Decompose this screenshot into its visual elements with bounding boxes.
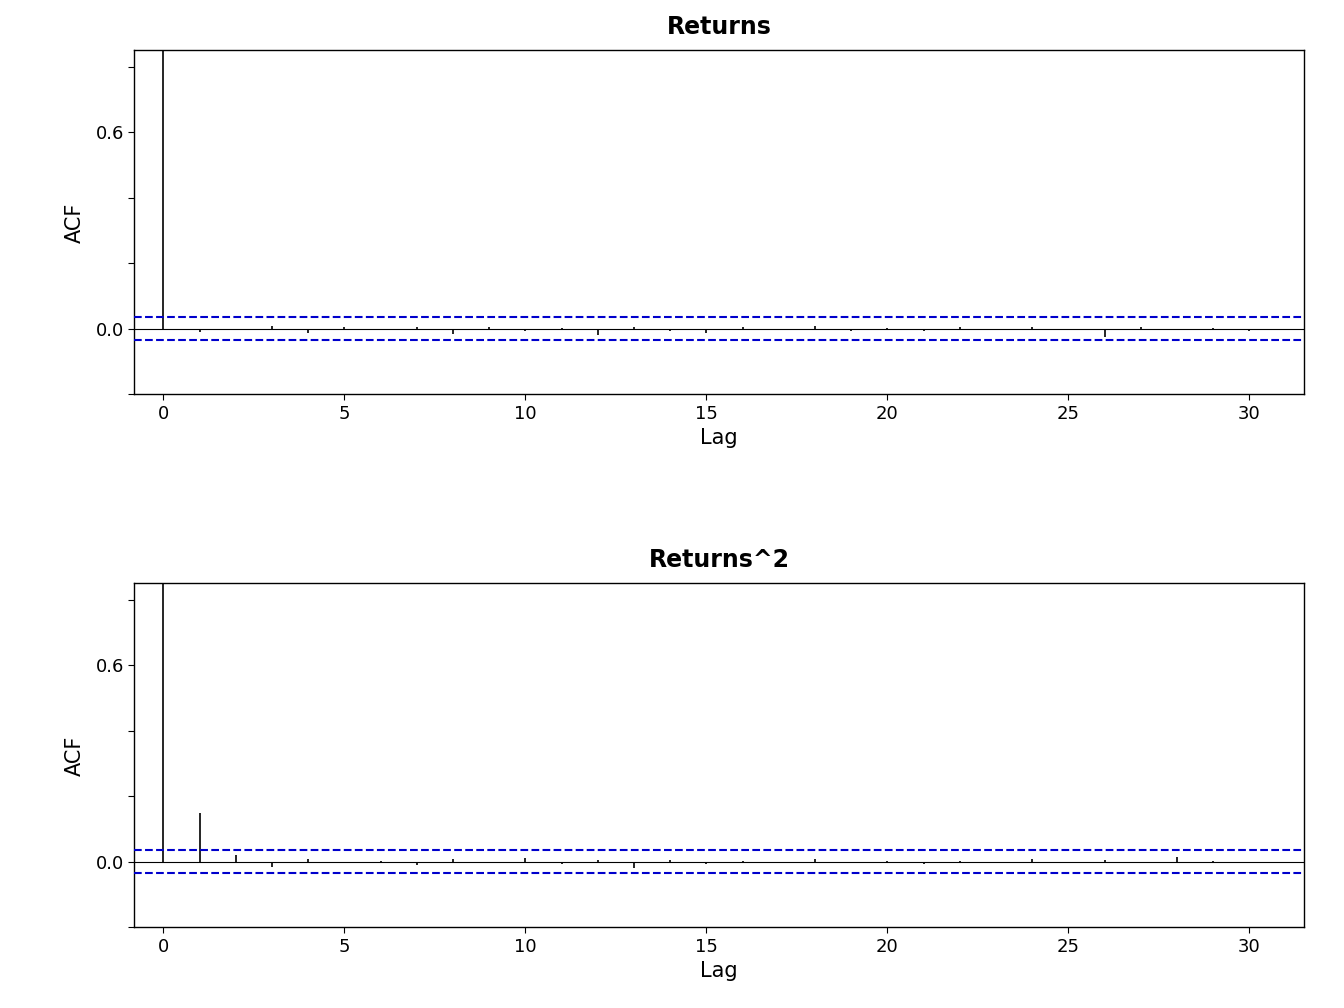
Y-axis label: ACF: ACF: [65, 735, 85, 775]
X-axis label: Lag: Lag: [700, 428, 738, 449]
Title: Returns: Returns: [667, 15, 771, 38]
X-axis label: Lag: Lag: [700, 962, 738, 982]
Title: Returns^2: Returns^2: [649, 547, 789, 572]
Y-axis label: ACF: ACF: [65, 203, 85, 243]
